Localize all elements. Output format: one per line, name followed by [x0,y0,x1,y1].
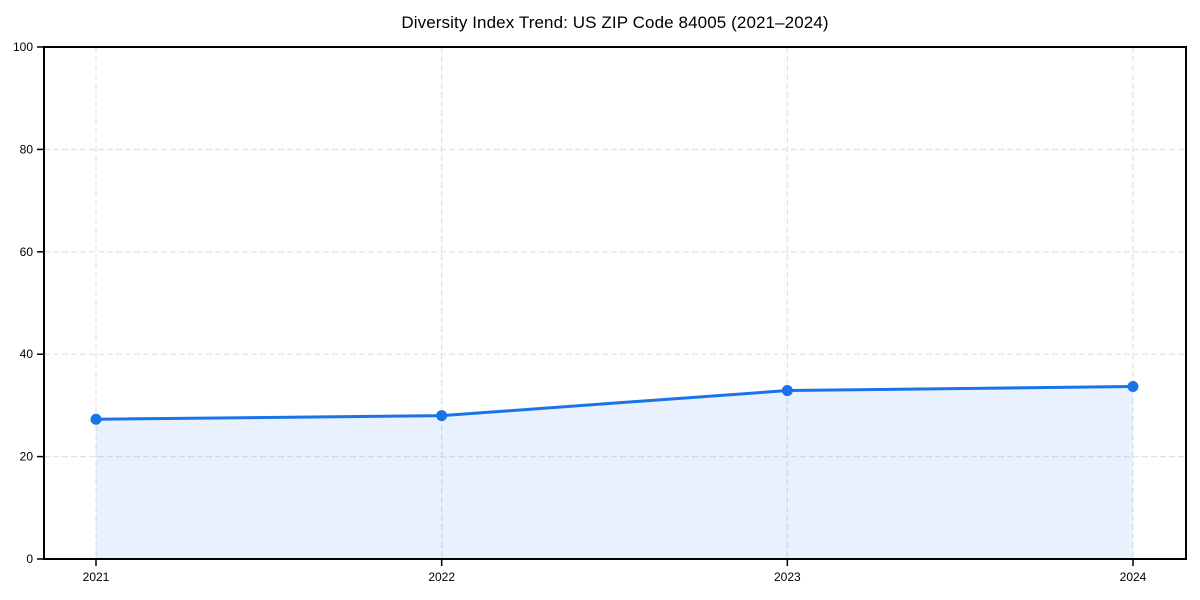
y-tick-label: 40 [20,347,34,361]
y-tick-label: 60 [20,245,34,259]
y-tick-label: 80 [20,142,34,156]
area-fill [96,386,1133,559]
trend-line [94,384,1135,421]
x-tick-label: 2024 [1120,570,1147,584]
x-tick-label: 2023 [774,570,801,584]
data-point-marker [436,410,448,422]
plot-border [43,46,1187,560]
y-tick-label: 100 [13,40,33,54]
data-point-marker [1127,380,1139,392]
x-tick-label: 2021 [83,570,110,584]
y-tick-label: 0 [26,552,33,566]
x-tick-label: 2022 [428,570,455,584]
data-point-marker [781,385,793,397]
chart-title: Diversity Index Trend: US ZIP Code 84005… [401,13,829,32]
y-tick-label: 20 [20,450,34,464]
data-point-marker [90,413,102,425]
